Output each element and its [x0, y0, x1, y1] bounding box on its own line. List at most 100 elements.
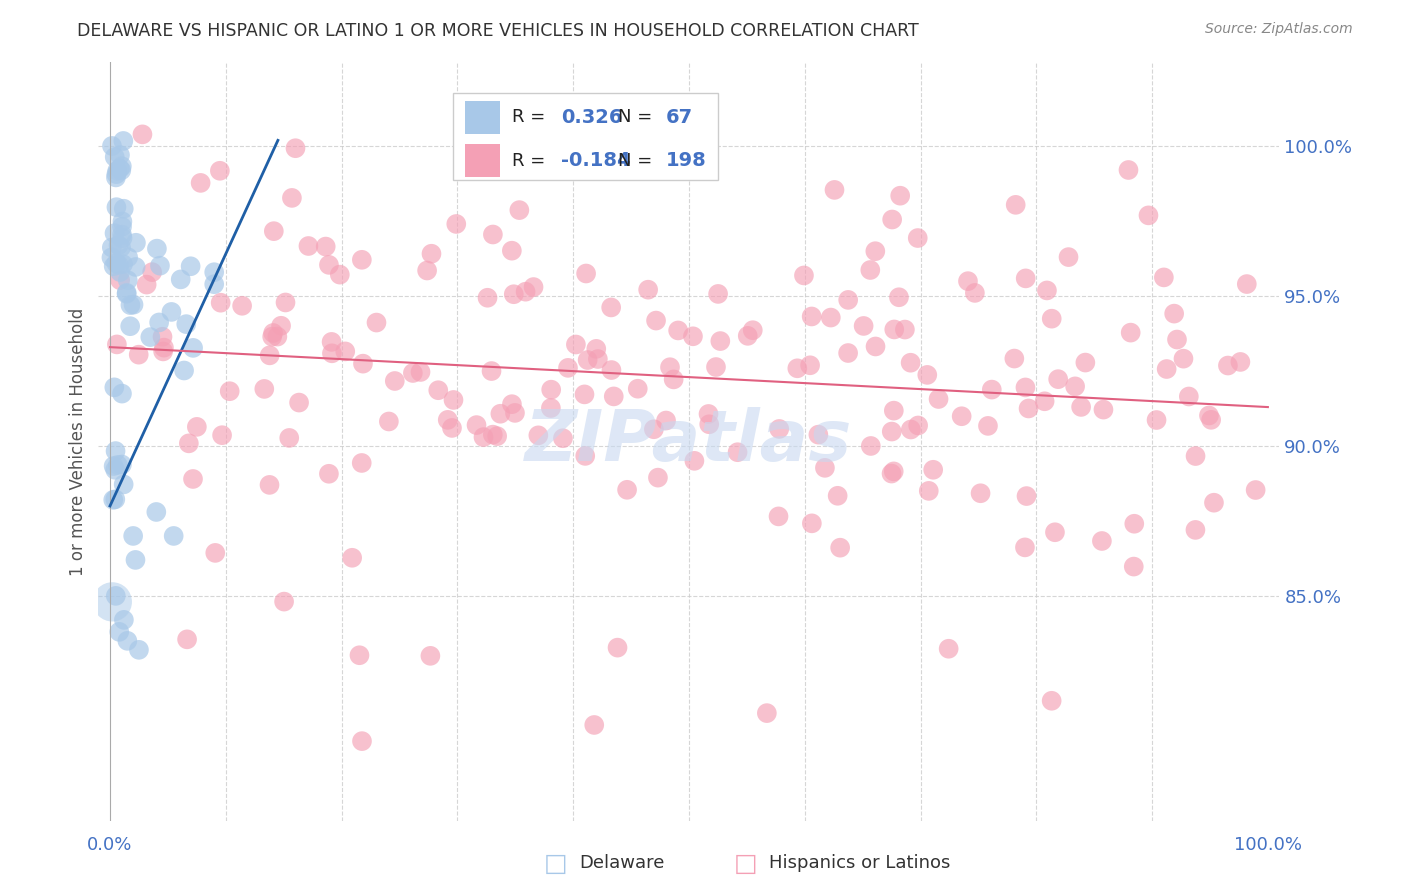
Point: [1040, 694, 1063, 708]
Point: [208, 163, 231, 178]
Point: [1057, 250, 1080, 264]
Point: [262, 329, 284, 343]
Point: [666, 323, 689, 337]
Point: [900, 356, 922, 370]
Text: Delaware: Delaware: [579, 855, 665, 872]
Point: [1043, 525, 1066, 540]
Point: [419, 648, 441, 663]
Point: [115, 285, 138, 300]
Point: [501, 397, 523, 411]
Point: [288, 395, 311, 409]
Point: [190, 176, 212, 190]
Point: [501, 244, 523, 258]
Point: [112, 613, 135, 627]
Text: □: □: [544, 852, 567, 875]
Point: [977, 418, 1000, 433]
Point: [637, 283, 659, 297]
Point: [928, 392, 950, 406]
Point: [202, 265, 225, 279]
Point: [889, 188, 911, 202]
Point: [1166, 333, 1188, 347]
Point: [963, 285, 986, 300]
Point: [768, 422, 790, 436]
Point: [786, 361, 808, 376]
Point: [1184, 449, 1206, 463]
Point: [600, 363, 623, 377]
Point: [814, 460, 837, 475]
Point: [515, 285, 537, 299]
Point: [329, 268, 352, 282]
Point: [551, 431, 574, 445]
Point: [107, 238, 129, 252]
Point: [472, 430, 495, 444]
Point: [565, 337, 588, 351]
Text: 198: 198: [665, 152, 706, 170]
Point: [540, 401, 562, 415]
FancyBboxPatch shape: [453, 93, 718, 180]
Point: [204, 546, 226, 560]
Point: [153, 341, 176, 355]
Point: [427, 383, 450, 397]
Point: [104, 170, 127, 185]
Point: [318, 258, 340, 272]
Point: [697, 417, 720, 432]
Point: [181, 472, 204, 486]
Point: [883, 403, 905, 417]
Point: [800, 310, 823, 324]
Point: [105, 167, 128, 181]
Point: [1092, 402, 1115, 417]
Point: [1033, 394, 1056, 409]
Point: [112, 202, 135, 216]
Point: [1014, 541, 1036, 555]
Point: [900, 422, 922, 436]
Point: [177, 436, 200, 450]
Point: [800, 516, 823, 531]
Point: [1004, 198, 1026, 212]
Point: [262, 326, 284, 340]
Point: [253, 382, 276, 396]
Point: [321, 334, 343, 349]
Point: [1178, 389, 1201, 403]
Point: [1015, 489, 1038, 503]
Point: [655, 413, 678, 427]
Point: [176, 632, 198, 647]
Point: [1119, 326, 1142, 340]
Point: [100, 251, 122, 265]
Point: [824, 183, 846, 197]
Point: [186, 420, 208, 434]
Text: 100.0%: 100.0%: [1234, 836, 1302, 854]
Point: [1122, 559, 1144, 574]
Text: R =: R =: [512, 152, 551, 169]
Point: [969, 486, 991, 500]
Point: [1216, 359, 1239, 373]
Point: [420, 246, 443, 260]
Point: [108, 161, 131, 176]
Point: [446, 217, 468, 231]
Point: [627, 382, 650, 396]
Point: [907, 231, 929, 245]
Point: [105, 200, 128, 214]
Point: [209, 295, 232, 310]
Point: [108, 624, 131, 639]
Point: [643, 422, 665, 436]
Point: [1199, 413, 1222, 427]
Point: [117, 273, 139, 287]
Point: [489, 407, 512, 421]
Point: [727, 445, 749, 459]
Point: [1118, 163, 1140, 178]
Bar: [464, 101, 501, 134]
Point: [409, 365, 432, 379]
Point: [366, 316, 388, 330]
Text: N =: N =: [619, 152, 658, 169]
Point: [820, 310, 842, 325]
Point: [108, 148, 131, 162]
Point: [575, 267, 598, 281]
Point: [163, 529, 186, 543]
Point: [737, 329, 759, 343]
Point: [160, 305, 183, 319]
Point: [105, 337, 128, 351]
Point: [101, 139, 124, 153]
Point: [1244, 483, 1267, 497]
Point: [174, 317, 197, 331]
Point: [938, 641, 960, 656]
